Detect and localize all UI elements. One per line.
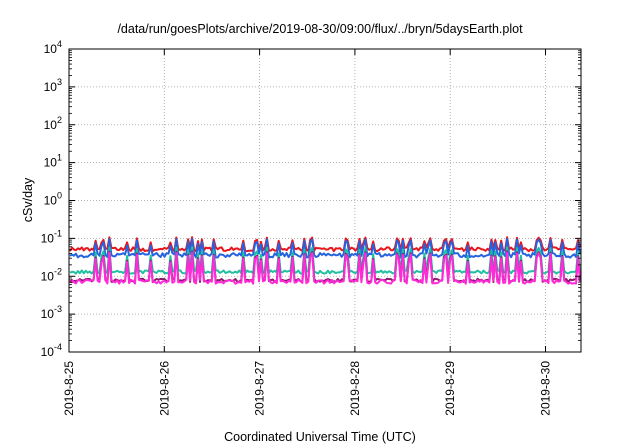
y-tick-label: 100 [44, 191, 62, 208]
x-tick-label: 2019-8-26 [157, 361, 171, 416]
y-tick-exponent: 2 [57, 115, 62, 125]
x-tick-label: 2019-8-25 [62, 361, 76, 416]
y-tick-label: 10-4 [41, 342, 62, 359]
y-tick-label: 10-1 [41, 228, 62, 245]
x-tick-label: 2019-8-30 [539, 361, 553, 416]
y-tick-label: 102 [44, 115, 62, 132]
series-group [69, 236, 581, 285]
x-tick-label: 2019-8-27 [253, 361, 267, 416]
y-tick-label: 103 [44, 77, 62, 94]
grid [69, 49, 581, 352]
y-axis-label: cSv/day [21, 177, 35, 222]
x-tick-label: 2019-8-28 [348, 361, 362, 416]
y-tick-exponent: -4 [54, 342, 62, 352]
y-tick-exponent: 4 [57, 39, 62, 49]
y-tick-label: 104 [44, 39, 62, 56]
y-tick-exponent: 1 [57, 153, 62, 163]
y-tick-exponent: -1 [54, 228, 62, 238]
series-line [69, 237, 581, 259]
y-tick-label: 101 [44, 153, 62, 170]
x-axis-label: Coordinated Universal Time (UTC) [224, 430, 416, 444]
series-line [69, 251, 581, 285]
x-tick-label: 2019-8-29 [443, 361, 457, 416]
y-tick-exponent: 0 [57, 191, 62, 201]
y-tick-exponent: 3 [57, 77, 62, 87]
series-line [69, 236, 581, 253]
y-tick-exponent: -2 [54, 266, 62, 276]
y-tick-exponent: -3 [54, 304, 62, 314]
y-tick-label: 10-2 [41, 266, 62, 283]
y-tick-label: 10-3 [41, 304, 62, 321]
axis-ticks: 10-410-310-210-11001011021031042019-8-25… [41, 39, 581, 416]
chart-title: /data/run/goesPlots/archive/2019-08-30/0… [117, 22, 523, 36]
